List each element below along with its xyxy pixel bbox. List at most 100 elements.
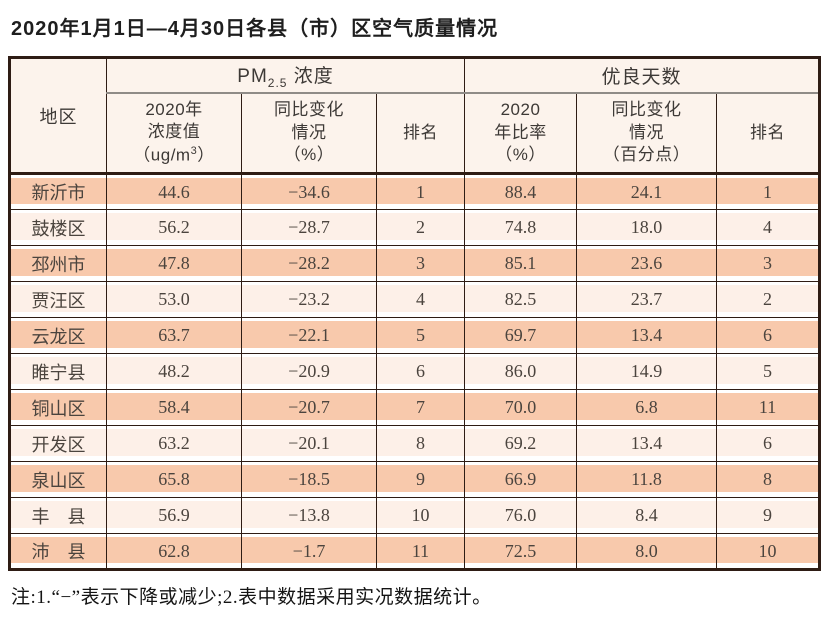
- cell-good-rank: 3: [716, 245, 821, 282]
- cell-region: 睢宁县: [9, 353, 107, 390]
- air-quality-table: 地区 PM2.5 浓度 优良天数 2020年 浓度值 （ug/m3） 同比变化 …: [8, 56, 822, 571]
- cell-good-rate: 69.2: [464, 425, 578, 462]
- column-header-good-rate: 2020 年比率 （%）: [464, 92, 578, 174]
- header-line: 2020年: [145, 99, 203, 119]
- cell-pm25-change: −28.2: [241, 245, 377, 282]
- column-header-pm25-rank: 排名: [375, 92, 466, 174]
- column-header-good-change: 同比变化 情况 （百分点）: [576, 92, 718, 174]
- cell-good-rate: 76.0: [464, 497, 578, 534]
- cell-region: 鼓楼区: [9, 209, 107, 246]
- cell-pm25-change: −20.1: [241, 425, 377, 462]
- table-row: 泉山区 65.8 −18.5 9 66.9 11.8 8: [9, 461, 821, 498]
- cell-pm25-change: −34.6: [241, 173, 377, 210]
- header-line: （ug/m3）: [107, 144, 241, 167]
- table-row: 开发区 63.2 −20.1 8 69.2 13.4 6: [9, 425, 821, 462]
- cell-good-rate: 88.4: [464, 173, 578, 210]
- cell-good-rank: 5: [716, 353, 821, 390]
- cell-pm25-value: 63.7: [106, 317, 242, 354]
- table-row: 丰 县 56.9 −13.8 10 76.0 8.4 9: [9, 497, 821, 534]
- cell-pm25-rank: 6: [375, 353, 466, 390]
- cell-good-rate: 66.9: [464, 461, 578, 498]
- header-line: （%）: [283, 144, 335, 164]
- cell-region: 云龙区: [9, 317, 107, 354]
- unit-prefix: （ug/m: [133, 145, 191, 165]
- pm25-label-prefix: PM: [237, 65, 268, 87]
- cell-region: 铜山区: [9, 389, 107, 426]
- cell-region: 贾汪区: [9, 281, 107, 318]
- cell-good-rank: 8: [716, 461, 821, 498]
- header-line: 同比变化: [274, 100, 344, 120]
- table-header: 地区 PM2.5 浓度 优良天数 2020年 浓度值 （ug/m3） 同比变化 …: [9, 57, 821, 174]
- cell-good-change: 14.9: [576, 353, 718, 390]
- header-line: 浓度值: [147, 122, 201, 142]
- cell-pm25-rank: 9: [375, 461, 466, 498]
- cell-good-rank: 11: [716, 389, 821, 426]
- cell-pm25-value: 56.9: [106, 497, 242, 534]
- group-header-row: 地区 PM2.5 浓度 优良天数: [9, 57, 821, 174]
- cell-good-change: 24.1: [576, 173, 718, 210]
- cell-pm25-value: 48.2: [106, 353, 242, 390]
- cell-pm25-rank: 7: [375, 389, 466, 426]
- footnote: 注:1.“−”表示下降或减少;2.表中数据采用实况数据统计。: [11, 587, 492, 608]
- table-row: 邳州市 47.8 −28.2 3 85.1 23.6 3: [9, 245, 821, 282]
- cell-region: 沛 县: [9, 533, 107, 570]
- column-header-pm25-change: 同比变化 情况 （%）: [241, 92, 377, 174]
- cell-region: 丰 县: [9, 497, 107, 534]
- cell-pm25-rank: 5: [375, 317, 466, 354]
- table-row: 贾汪区 53.0 −23.2 4 82.5 23.7 2: [9, 281, 821, 318]
- cell-pm25-value: 58.4: [106, 389, 242, 426]
- cell-good-rank: 6: [716, 317, 821, 354]
- cell-pm25-change: −28.7: [241, 209, 377, 246]
- cell-region: 泉山区: [9, 461, 107, 498]
- column-group-good-days: 优良天数: [464, 57, 821, 94]
- header-line: 情况: [629, 122, 665, 142]
- cell-good-change: 23.6: [576, 245, 718, 282]
- cell-good-rate: 82.5: [464, 281, 578, 318]
- table-row: 沛 县 62.8 −1.7 11 72.5 8.0 10: [9, 533, 821, 570]
- unit-superscript: 3: [190, 144, 198, 157]
- cell-pm25-value: 47.8: [106, 245, 242, 282]
- cell-good-change: 13.4: [576, 317, 718, 354]
- column-header-good-rank: 排名: [716, 92, 821, 174]
- table-row: 鼓楼区 56.2 −28.7 2 74.8 18.0 4: [9, 209, 821, 246]
- cell-region: 开发区: [9, 425, 107, 462]
- cell-pm25-change: −22.1: [241, 317, 377, 354]
- cell-pm25-change: −13.8: [241, 497, 377, 534]
- cell-good-rank: 4: [716, 209, 821, 246]
- header-line: （%）: [495, 144, 546, 164]
- cell-pm25-value: 63.2: [106, 425, 242, 462]
- sub-header-row: 2020年 浓度值 （ug/m3） 同比变化 情况 （%） 排名 2020 年比…: [10, 92, 821, 174]
- cell-pm25-rank: 2: [375, 209, 466, 246]
- table-body: 新沂市 44.6 −34.6 1 88.4 24.1 1 鼓楼区 56.2 −2…: [9, 173, 821, 570]
- cell-good-change: 13.4: [576, 425, 718, 462]
- cell-pm25-value: 65.8: [106, 461, 242, 498]
- cell-good-change: 8.4: [576, 497, 718, 534]
- header-line: 同比变化: [611, 100, 682, 120]
- cell-good-rank: 6: [716, 425, 821, 462]
- cell-good-rate: 72.5: [464, 533, 578, 570]
- cell-good-rank: 10: [716, 533, 821, 570]
- cell-good-rate: 69.7: [464, 317, 578, 354]
- cell-pm25-value: 53.0: [106, 281, 242, 318]
- cell-pm25-change: −23.2: [241, 281, 377, 318]
- page-title: 2020年1月1日—4月30日各县（市）区空气质量情况: [11, 18, 499, 40]
- cell-good-rate: 70.0: [464, 389, 578, 426]
- column-header-pm25-value: 2020年 浓度值 （ug/m3）: [106, 92, 242, 174]
- cell-pm25-value: 62.8: [106, 533, 242, 570]
- cell-region: 新沂市: [9, 173, 107, 210]
- header-line: （百分点）: [602, 144, 691, 164]
- cell-pm25-value: 56.2: [106, 209, 242, 246]
- cell-region: 邳州市: [9, 245, 107, 282]
- header-line: 2020: [500, 100, 541, 120]
- table-row: 睢宁县 48.2 −20.9 6 86.0 14.9 5: [9, 353, 821, 390]
- cell-good-change: 6.8: [576, 389, 718, 426]
- column-group-pm25: PM2.5 浓度: [105, 57, 466, 94]
- cell-pm25-rank: 4: [375, 281, 466, 318]
- cell-good-rate: 85.1: [464, 245, 578, 282]
- table-row: 铜山区 58.4 −20.7 7 70.0 6.8 11: [9, 389, 821, 426]
- cell-pm25-rank: 8: [375, 425, 466, 462]
- cell-good-change: 18.0: [576, 209, 718, 246]
- table-row: 云龙区 63.7 −22.1 5 69.7 13.4 6: [9, 317, 821, 354]
- cell-good-rank: 1: [716, 173, 821, 210]
